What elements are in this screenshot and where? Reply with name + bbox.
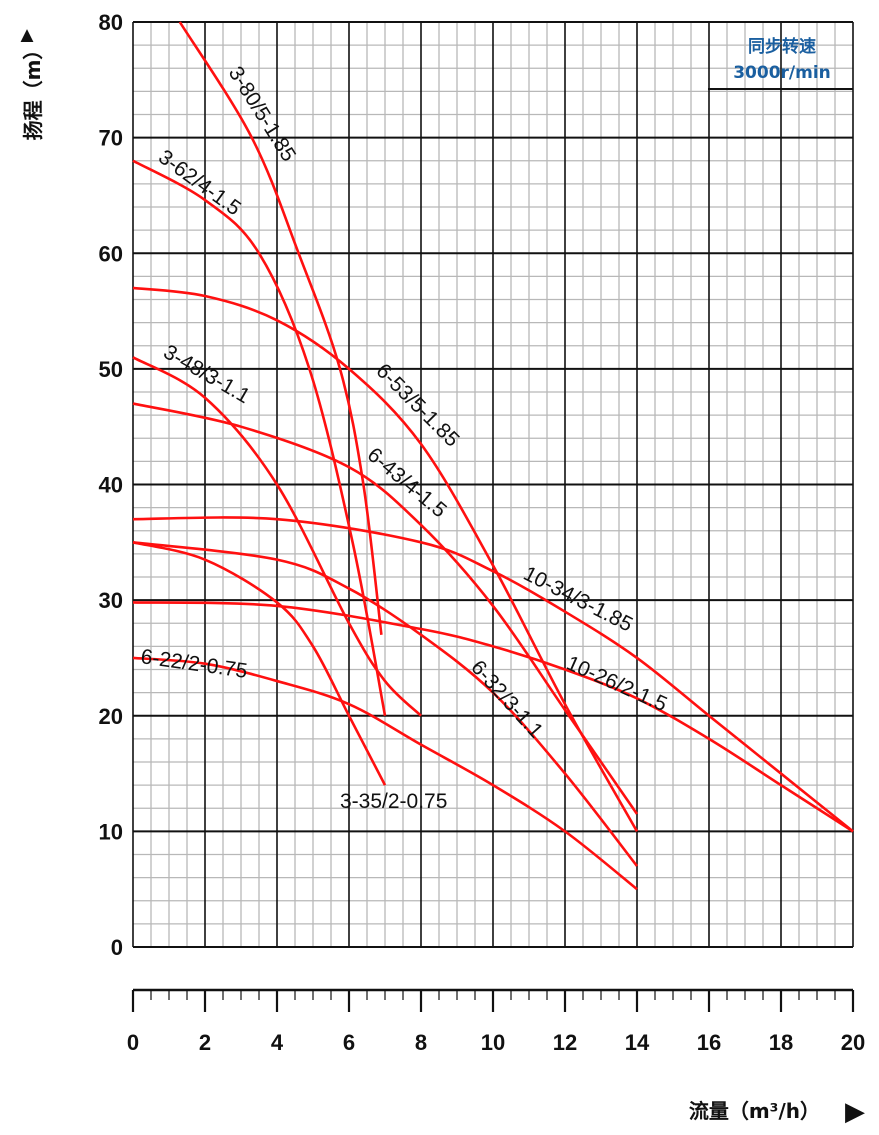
speed-annotation: 同步转速 3000r/min xyxy=(708,36,853,90)
y-axis-label: 扬程（m） xyxy=(21,40,45,141)
curve-10-26/2-1.5 xyxy=(132,601,854,833)
y-tick-label: 70 xyxy=(99,126,123,151)
y-tick-label: 30 xyxy=(99,588,123,613)
y-tick-label: 60 xyxy=(99,241,123,266)
grid xyxy=(132,21,854,948)
x-tick-label: 20 xyxy=(841,1030,865,1055)
x-axis-label: 流量（m³/h） xyxy=(689,1099,820,1123)
x-tick-label: 4 xyxy=(271,1030,284,1055)
curve-6-22/2-0.75 xyxy=(132,656,638,891)
x-tick-label: 2 xyxy=(199,1030,211,1055)
x-tick-label: 8 xyxy=(415,1030,427,1055)
curve-label: 10-26/2-1.5 xyxy=(563,652,670,717)
speed-label: 同步转速 xyxy=(748,36,816,57)
curve-3-80/5-1.85 xyxy=(178,21,383,635)
speed-value: 3000r/min xyxy=(733,63,831,83)
curve-3-62/4-1.5 xyxy=(132,159,387,716)
y-tick-label: 20 xyxy=(99,704,123,729)
x-axis-arrow-icon: ▶ xyxy=(845,1096,865,1126)
y-tick-label: 10 xyxy=(99,819,123,844)
x-tick-label: 16 xyxy=(697,1030,721,1055)
curve-6-32/3-1.1 xyxy=(132,541,639,867)
x-tick-label: 0 xyxy=(127,1030,139,1055)
y-tick-label: 0 xyxy=(111,935,123,960)
y-axis-arrow-icon: ▲ xyxy=(16,22,38,47)
x-tick-label: 10 xyxy=(481,1030,505,1055)
x-tick-label: 12 xyxy=(553,1030,577,1055)
curve-3-35/2-0.75 xyxy=(132,541,387,786)
x-tick-label: 18 xyxy=(769,1030,793,1055)
y-tick-label: 80 xyxy=(99,10,123,35)
curve-3-48/3-1.1 xyxy=(132,356,422,717)
y-tick-label: 50 xyxy=(99,357,123,382)
x-tick-label: 14 xyxy=(625,1030,650,1055)
axes: 0 10 20 30 40 50 60 70 80 0 2 4 6 8 10 12 14 16 18 20 xyxy=(99,10,866,1055)
curve-6-53/5-1.85 xyxy=(132,286,639,833)
curve-label: 3-35/2-0.75 xyxy=(340,790,447,813)
curve-6-43/4-1.5 xyxy=(132,402,639,815)
curve-label: 6-22/2-0.75 xyxy=(139,645,249,683)
curves xyxy=(132,21,854,891)
curve-10-34/3-1.85 xyxy=(132,516,854,833)
x-tick-label: 6 xyxy=(343,1030,355,1055)
curve-label: 3-62/4-1.5 xyxy=(154,145,245,220)
y-tick-label: 40 xyxy=(99,473,123,498)
